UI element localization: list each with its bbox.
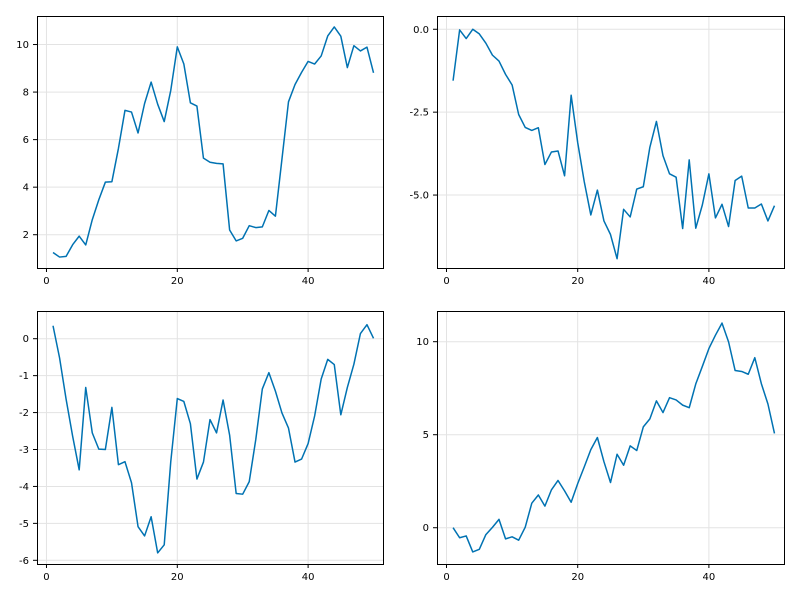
x-tick-label: 0 <box>443 572 449 583</box>
x-tick-label: 0 <box>443 276 449 287</box>
x-tick-label: 0 <box>43 572 49 583</box>
y-tick-label: -2.5 <box>409 108 429 119</box>
y-tick-label: 10 <box>16 40 29 51</box>
x-tick-label: 20 <box>171 276 184 287</box>
axes-frame <box>37 16 384 269</box>
series-line <box>52 26 375 258</box>
x-tick-label: 20 <box>171 572 184 583</box>
y-tick-label: -5 <box>19 519 29 530</box>
y-tick-label: -4 <box>19 482 29 493</box>
x-tick-label: 20 <box>571 276 584 287</box>
axes-frame <box>437 311 785 565</box>
subplot-1: 0 20 40 2 4 6 8 10 <box>16 16 384 287</box>
y-tick-label: 0 <box>423 523 429 534</box>
x-tick-label: 40 <box>703 276 716 287</box>
x-tick-label: 40 <box>302 572 315 583</box>
x-tick-label: 40 <box>302 276 315 287</box>
series-line <box>452 28 776 260</box>
y-tick-label: -6 <box>19 556 29 567</box>
x-tick-label: 0 <box>43 276 49 287</box>
axes-frame <box>37 311 384 565</box>
y-tick-label: 4 <box>23 183 29 194</box>
y-tick-label: -2 <box>19 408 29 419</box>
y-tick-label: -5.0 <box>409 191 429 202</box>
subplot-3: 0 20 40 0 -1 -2 -3 -4 -5 -6 <box>19 311 384 583</box>
series-line <box>52 323 375 554</box>
y-tick-label: -3 <box>19 445 29 456</box>
axes-frame <box>437 16 785 269</box>
y-tick-label: 8 <box>23 88 29 99</box>
y-tick-label: 10 <box>416 337 429 348</box>
x-tick-label: 20 <box>571 572 584 583</box>
y-tick-label: 5 <box>423 430 429 441</box>
x-tick-label: 40 <box>703 572 716 583</box>
y-tick-label: 6 <box>23 135 29 146</box>
subplot-4: 0 20 40 0 5 10 <box>416 311 785 583</box>
subplot-2: 0 20 40 0.0 -2.5 -5.0 <box>409 16 785 287</box>
y-tick-label: -1 <box>19 371 29 382</box>
y-tick-label: 0 <box>23 334 29 345</box>
y-tick-label: 0.0 <box>413 25 429 36</box>
y-tick-label: 2 <box>23 230 29 241</box>
series-line <box>452 322 776 553</box>
